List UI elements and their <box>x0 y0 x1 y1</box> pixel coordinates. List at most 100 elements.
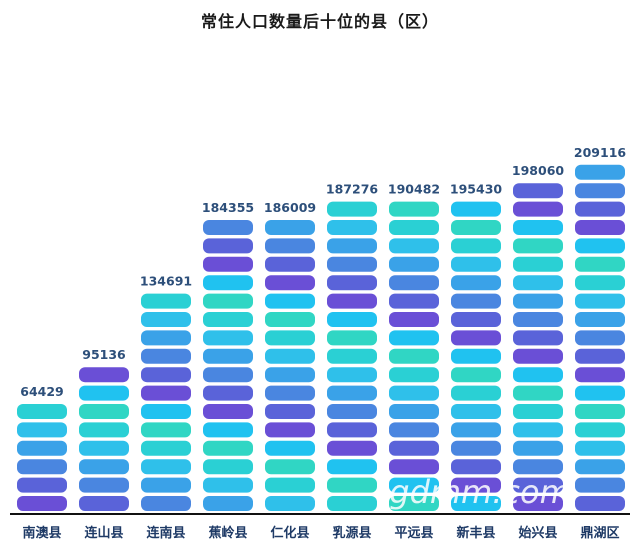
chart-title: 常住人口数量后十位的县（区） <box>201 12 439 31</box>
bar-segment <box>389 477 439 493</box>
bar-segment <box>513 404 563 419</box>
bar-segment <box>17 440 67 456</box>
bar-segment <box>265 459 315 475</box>
bar-segment <box>451 404 501 419</box>
bar-segment <box>265 440 315 456</box>
bar-segment <box>327 477 377 493</box>
bar-segment <box>451 348 501 364</box>
bar-segment <box>513 256 563 272</box>
bar-segment <box>513 312 563 327</box>
bar-segment <box>203 312 253 327</box>
bar-segment <box>327 275 377 291</box>
bar-segment <box>203 459 253 475</box>
bar-segment <box>141 293 191 309</box>
bar-segment <box>327 256 377 272</box>
bar-segment <box>513 348 563 364</box>
x-tick-label: 始兴县 <box>518 525 557 541</box>
bar-segment <box>513 367 563 383</box>
bar-segment <box>575 440 625 456</box>
bar-segment <box>389 293 439 309</box>
x-tick-label: 蕉岭县 <box>208 525 247 541</box>
data-label: 184355 <box>202 200 254 215</box>
bar-segment <box>575 256 625 272</box>
data-label: 198060 <box>512 163 564 178</box>
bar-segment <box>389 220 439 235</box>
bar-segment <box>389 404 439 419</box>
bar-segment <box>327 385 377 401</box>
bar-segment <box>513 201 563 217</box>
bar-segment <box>575 330 625 346</box>
bar-segment <box>141 367 191 383</box>
bar-segment <box>79 440 129 456</box>
bar-segment <box>203 348 253 364</box>
bar-segment <box>141 330 191 346</box>
bar-segment <box>575 459 625 475</box>
bar-segment <box>575 275 625 291</box>
bar-segment <box>451 256 501 272</box>
bar-segment <box>389 330 439 346</box>
data-label: 186009 <box>264 200 316 215</box>
x-tick-label: 连山县 <box>84 525 123 541</box>
x-tick-label: 连南县 <box>146 525 185 541</box>
bar-segment <box>513 330 563 346</box>
bar-segment <box>451 330 501 346</box>
bar-segment <box>513 496 563 511</box>
bar-segment <box>327 238 377 254</box>
bar-segment <box>389 385 439 401</box>
bar-segment <box>141 385 191 401</box>
bar-segment <box>141 459 191 475</box>
bar-segment <box>451 477 501 493</box>
bar-segment <box>389 275 439 291</box>
bar-segment <box>141 440 191 456</box>
bar-segment <box>389 256 439 272</box>
bar-segment <box>513 459 563 475</box>
bar-segment <box>265 238 315 254</box>
category-labels-group: 南澳县 连山县 连南县 蕉岭县 仁化县 乳源县 平远县 新丰县 始兴县 鼎湖区 <box>22 525 619 541</box>
bar-segment <box>265 404 315 419</box>
bar-segment <box>389 459 439 475</box>
bar-segment <box>327 496 377 511</box>
bar-segment <box>203 293 253 309</box>
bar-segment <box>327 422 377 438</box>
data-label: 187276 <box>326 182 378 197</box>
bar-segment <box>513 275 563 291</box>
bar-segment <box>389 496 439 511</box>
bar-segment <box>141 422 191 438</box>
bar-segment <box>141 404 191 419</box>
bar-segment <box>451 459 501 475</box>
bar-segment <box>451 440 501 456</box>
bar-segment <box>389 440 439 456</box>
bar-segment <box>451 238 501 254</box>
bar-segment <box>451 422 501 438</box>
bar-segment <box>575 367 625 383</box>
bar-segment <box>575 477 625 493</box>
bars-group <box>17 164 625 511</box>
bar-segment <box>265 496 315 511</box>
bar-segment <box>327 330 377 346</box>
watermark: gdmm.com <box>389 473 570 511</box>
bar-segment <box>575 220 625 235</box>
bar-segment <box>451 367 501 383</box>
bar-segment <box>141 496 191 511</box>
bar-segment <box>327 367 377 383</box>
bar-segment <box>203 404 253 419</box>
bar-segment <box>79 385 129 401</box>
x-tick-label: 鼎湖区 <box>580 526 619 541</box>
bar-segment <box>265 312 315 327</box>
bar-segment <box>265 256 315 272</box>
bar-segment <box>327 220 377 235</box>
bar-segment <box>451 293 501 309</box>
bar-segment <box>513 440 563 456</box>
bar-segment <box>327 348 377 364</box>
bar-segment <box>451 220 501 235</box>
bar-segment <box>203 477 253 493</box>
data-label: 134691 <box>140 274 192 289</box>
bar-segment <box>17 496 67 511</box>
bar-segment <box>17 459 67 475</box>
data-label: 64429 <box>20 384 64 399</box>
bar-segment <box>575 238 625 254</box>
bar-segment <box>203 256 253 272</box>
bar-segment <box>17 422 67 438</box>
bar-segment <box>389 367 439 383</box>
